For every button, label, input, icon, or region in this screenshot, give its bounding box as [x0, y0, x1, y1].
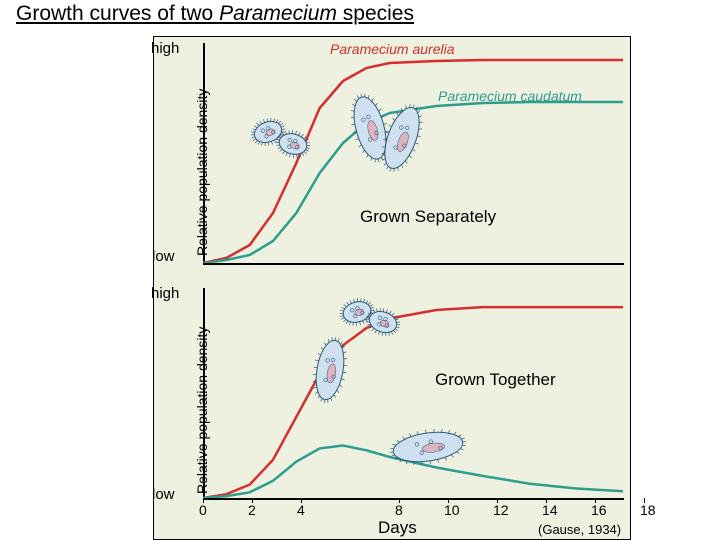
panel2-x-axis: [203, 498, 624, 500]
x-tick-4: 4: [297, 502, 305, 518]
page-title: Growth curves of two Paramecium species: [16, 2, 414, 26]
organism-caudatum-3-icon: [378, 420, 483, 475]
organism-aurelia-1-icon: [248, 112, 318, 162]
species-label-caudatum: Paramecium caudatum: [438, 88, 582, 104]
panel2-high-label: high: [151, 285, 179, 302]
species-label-aurelia: Paramecium aurelia: [330, 41, 455, 57]
panel1-x-axis: [203, 263, 624, 265]
page-root: Growth curves of two Paramecium species …: [0, 0, 720, 540]
x-tick-2: 2: [248, 502, 256, 518]
citation-label: (Gause, 1934): [538, 522, 621, 537]
x-tick-10: 10: [444, 502, 460, 518]
x-tick-12: 12: [493, 502, 509, 518]
organism-caudatum-1-icon: [340, 88, 435, 178]
panel2-low-label: low: [152, 486, 175, 503]
panel1-label: Grown Separately: [360, 207, 496, 227]
x-tick-16: 16: [591, 502, 607, 518]
panel1-high-label: high: [151, 40, 179, 57]
panel2-label: Grown Together: [435, 370, 556, 390]
title-prefix: Growth curves of two: [16, 2, 219, 25]
title-suffix: species: [337, 2, 414, 25]
panel1-low-label: low: [152, 248, 175, 265]
x-tick-18: 18: [640, 502, 656, 518]
x-tick-8: 8: [395, 502, 403, 518]
title-italic: Paramecium: [219, 2, 337, 25]
x-axis-label: Days: [378, 518, 417, 538]
organism-caudatum-2-icon: [300, 330, 360, 410]
x-tick-0: 0: [199, 502, 207, 518]
x-tick-14: 14: [542, 502, 558, 518]
